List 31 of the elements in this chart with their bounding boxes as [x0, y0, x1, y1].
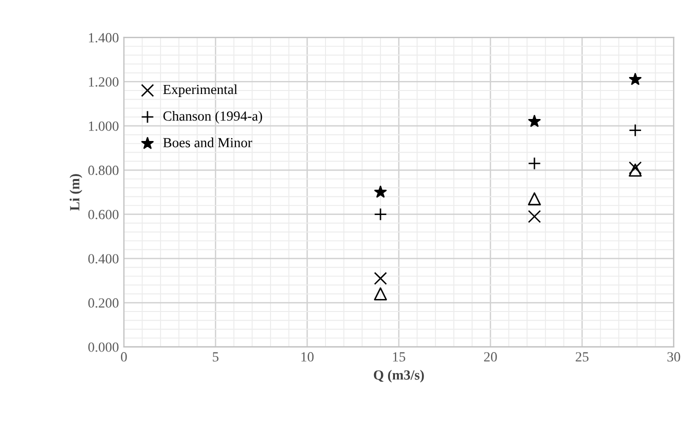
- point: [374, 208, 387, 221]
- point: [374, 186, 387, 198]
- y-tick-label: 0.400: [88, 254, 118, 264]
- point: [528, 156, 541, 170]
- point: [628, 161, 642, 174]
- point: [528, 114, 541, 127]
- x-tick-label: 30: [667, 352, 680, 362]
- y-tick-label: 1.000: [89, 121, 118, 131]
- x-tick-label: 25: [576, 352, 588, 362]
- point: [629, 72, 642, 85]
- point: [374, 272, 387, 285]
- legend-label: Experimental: [163, 84, 238, 98]
- y-tick-label: 0.800: [88, 166, 118, 176]
- legend-label: Chanson (1994-a): [163, 110, 262, 124]
- point: [374, 287, 387, 300]
- x-tick-label: 10: [301, 352, 314, 362]
- x-tick-label: 15: [393, 352, 406, 362]
- x-tick-label: 0: [120, 352, 127, 362]
- y-tick-label: 0.000: [88, 342, 118, 352]
- y-tick-label: 1.400: [89, 33, 118, 42]
- x-tick-label: 20: [484, 352, 497, 362]
- point: [528, 210, 541, 224]
- point: [628, 164, 642, 177]
- x-tick-label: 5: [212, 352, 218, 362]
- y-tick-label: 0.600: [88, 210, 118, 220]
- y-tick-label: 0.200: [88, 298, 118, 308]
- legend-label: Boes and Minor: [163, 138, 252, 148]
- point: [528, 192, 541, 206]
- x-axis-title: Q (m3/s): [374, 370, 424, 383]
- y-axis-title: Li (m): [70, 174, 82, 211]
- y-tick-label: 1.200: [89, 77, 118, 87]
